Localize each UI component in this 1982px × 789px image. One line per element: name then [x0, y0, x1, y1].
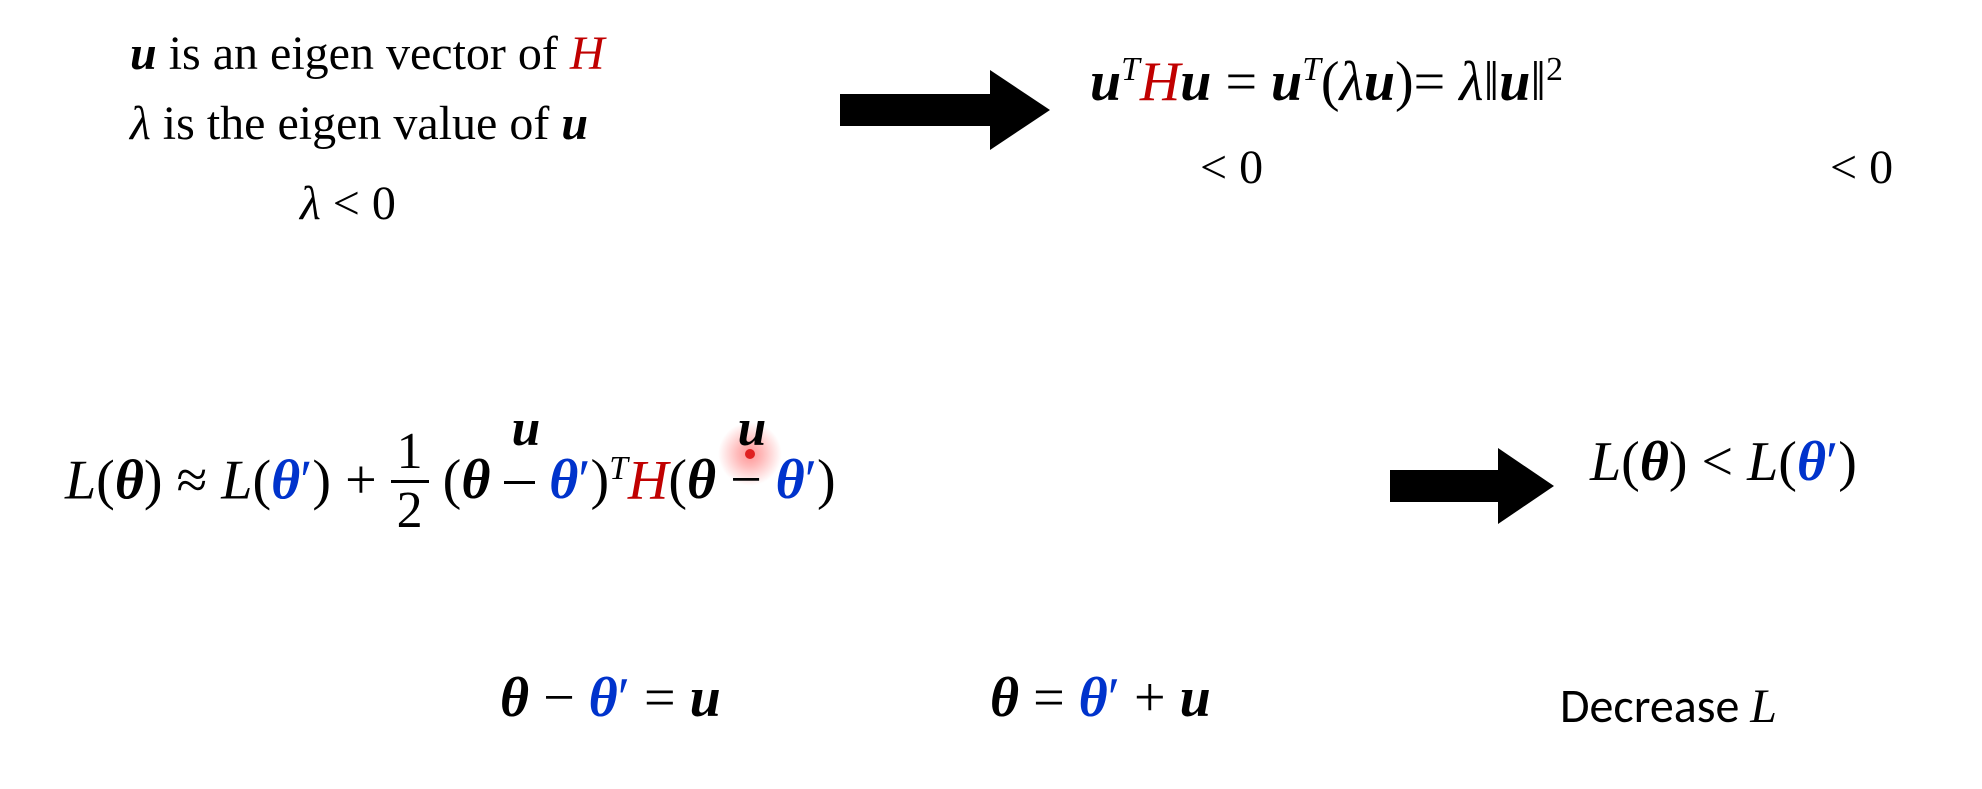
- prime: ′: [618, 667, 630, 729]
- txt-decrease-L: Decrease L: [1560, 676, 1777, 735]
- sym-lambda: λ: [300, 177, 321, 230]
- eq-mid-rhs: L(θ) < L(θ′): [1590, 430, 1857, 494]
- prime: ′: [578, 449, 590, 511]
- sym-u: u: [1180, 51, 1211, 113]
- sym-theta: θ: [115, 449, 144, 511]
- eq-bot-1: θ − θ′ = u: [500, 666, 721, 730]
- sym-lambda: λ: [1340, 51, 1364, 113]
- sym-theta: θ: [461, 449, 490, 511]
- sym-L: L: [1747, 431, 1778, 493]
- sym-L: L: [221, 449, 252, 511]
- op-lt: <: [1688, 431, 1748, 493]
- rparen: ): [817, 449, 836, 511]
- op-eq: =: [630, 667, 690, 729]
- sym-L: L: [1590, 431, 1621, 493]
- sym-H: H: [628, 449, 668, 511]
- sym-u: u: [1364, 51, 1395, 113]
- op-minus: −: [529, 667, 589, 729]
- rparen: ): [1838, 431, 1857, 493]
- grp-theta-minus-theta-2: u(θ − θ′): [668, 448, 835, 512]
- op-eq: =: [1414, 51, 1460, 113]
- sym-lambda: λ: [130, 97, 151, 150]
- sym-theta: θ: [271, 449, 300, 511]
- sym-u: u: [1499, 51, 1530, 113]
- eq-bot-2: θ = θ′ + u: [990, 666, 1211, 730]
- lparen: (: [1621, 431, 1640, 493]
- rparen: ): [312, 449, 331, 511]
- arrow-icon: [1390, 448, 1554, 524]
- u-label: u: [512, 399, 541, 458]
- rparen: ): [1395, 51, 1414, 113]
- u-label: u: [738, 399, 767, 458]
- rparen: ): [144, 449, 163, 511]
- lt0-right: < 0: [1830, 140, 1893, 195]
- sym-theta: θ: [1640, 431, 1669, 493]
- txt-decrease: Decrease: [1560, 676, 1750, 735]
- sym-lambda: λ: [1459, 51, 1483, 113]
- sym-theta: θ: [1079, 667, 1108, 729]
- desc-line-2: λ is the eigen value of u: [130, 96, 588, 151]
- sym-L: L: [65, 449, 96, 511]
- lparen: (: [668, 449, 687, 511]
- op-plus: +: [1120, 667, 1180, 729]
- sup-T: T: [1302, 51, 1321, 88]
- lparen: (: [1321, 51, 1340, 113]
- sym-theta: θ: [1797, 431, 1826, 493]
- op-approx: ≈: [163, 449, 222, 511]
- sym-theta: θ: [990, 667, 1019, 729]
- sym-theta: θ: [687, 449, 716, 511]
- rparen: ): [1669, 431, 1688, 493]
- sym-u: u: [690, 667, 721, 729]
- sym-theta: θ: [549, 449, 578, 511]
- sym-u: u: [1180, 667, 1211, 729]
- sym-L: L: [1750, 680, 1777, 733]
- sup-T: T: [1121, 51, 1140, 88]
- desc-line-2-mid: is the eigen value of: [151, 97, 562, 150]
- desc-line-1: u is an eigen vector of H: [130, 26, 605, 81]
- lparen: (: [1778, 431, 1797, 493]
- sup-2: 2: [1546, 51, 1563, 88]
- sym-u: u: [130, 27, 157, 80]
- slide-canvas: u is an eigen vector of H λ is the eigen…: [0, 0, 1982, 789]
- prime: ′: [1108, 667, 1120, 729]
- prime: ′: [300, 449, 312, 511]
- norm-bar: ‖: [1530, 51, 1546, 113]
- sym-theta: θ: [589, 667, 618, 729]
- lparen: (: [96, 449, 115, 511]
- sym-u: u: [561, 97, 588, 150]
- frac-half: 12: [391, 426, 429, 537]
- grp-theta-minus-theta-1: u(θ θ′): [443, 448, 610, 512]
- eq-top: uTHu = uT(λu)= λ‖u‖2: [1090, 50, 1563, 114]
- sym-H: H: [570, 27, 605, 80]
- eq-mid-lhs: L(θ) ≈ L(θ′) + 12 u(θ θ′)THu(θ − θ′): [65, 430, 836, 541]
- desc-line-1-mid: is an eigen vector of: [157, 27, 570, 80]
- sym-theta: θ: [776, 449, 805, 511]
- op-minus: [490, 449, 549, 511]
- desc-line-3-rel: < 0: [321, 177, 396, 230]
- lparen: (: [443, 449, 462, 511]
- op-plus: +: [331, 449, 391, 511]
- norm-bar: ‖: [1483, 51, 1499, 113]
- lt0-left: < 0: [1200, 140, 1263, 195]
- lparen: (: [252, 449, 271, 511]
- op-eq: =: [1019, 667, 1079, 729]
- rparen: ): [591, 449, 610, 511]
- prime: ′: [805, 449, 817, 511]
- op-minus: −: [716, 449, 776, 511]
- sym-u: u: [1090, 51, 1121, 113]
- sym-H: H: [1140, 51, 1180, 113]
- op-eq: =: [1211, 51, 1271, 113]
- sym-theta: θ: [500, 667, 529, 729]
- arrow-icon: [840, 70, 1050, 150]
- sym-u: u: [1271, 51, 1302, 113]
- prime: ′: [1826, 431, 1838, 493]
- sup-T: T: [609, 450, 628, 487]
- desc-line-3: λ < 0: [300, 176, 396, 231]
